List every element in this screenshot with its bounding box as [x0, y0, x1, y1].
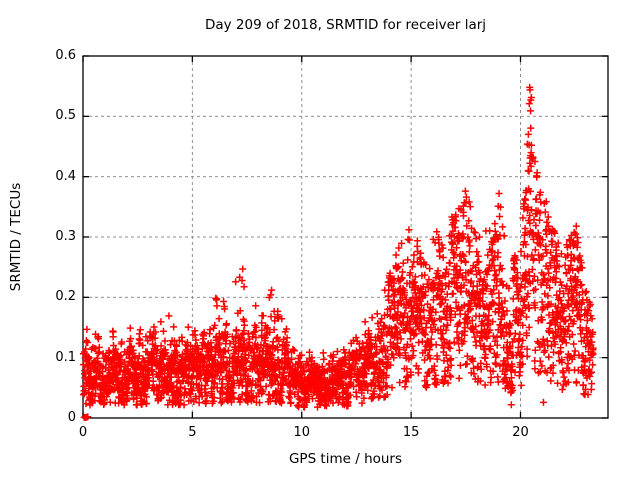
- chart-title: Day 209 of 2018, SRMTID for receiver lar…: [204, 17, 487, 33]
- y-axis-label: SRMTID / TECUs: [8, 182, 24, 292]
- y-tick-label: 0.6: [55, 48, 76, 63]
- y-tick-label: 0.4: [55, 168, 76, 184]
- y-tick-label: 0: [67, 410, 76, 425]
- y-tick-label: 0.5: [55, 108, 76, 124]
- y-tick-label: 0.1: [55, 349, 76, 365]
- x-tick-label: 20: [512, 425, 529, 440]
- x-tick-label: 0: [78, 425, 88, 440]
- x-axis-label: GPS time / hours: [288, 451, 403, 467]
- y-tick-label: 0.2: [55, 289, 76, 305]
- x-tick-label: 15: [402, 425, 420, 440]
- x-tick-label: 10: [293, 425, 311, 440]
- x-tick-label: 5: [188, 425, 197, 440]
- y-tick-label: 0.3: [55, 229, 76, 244]
